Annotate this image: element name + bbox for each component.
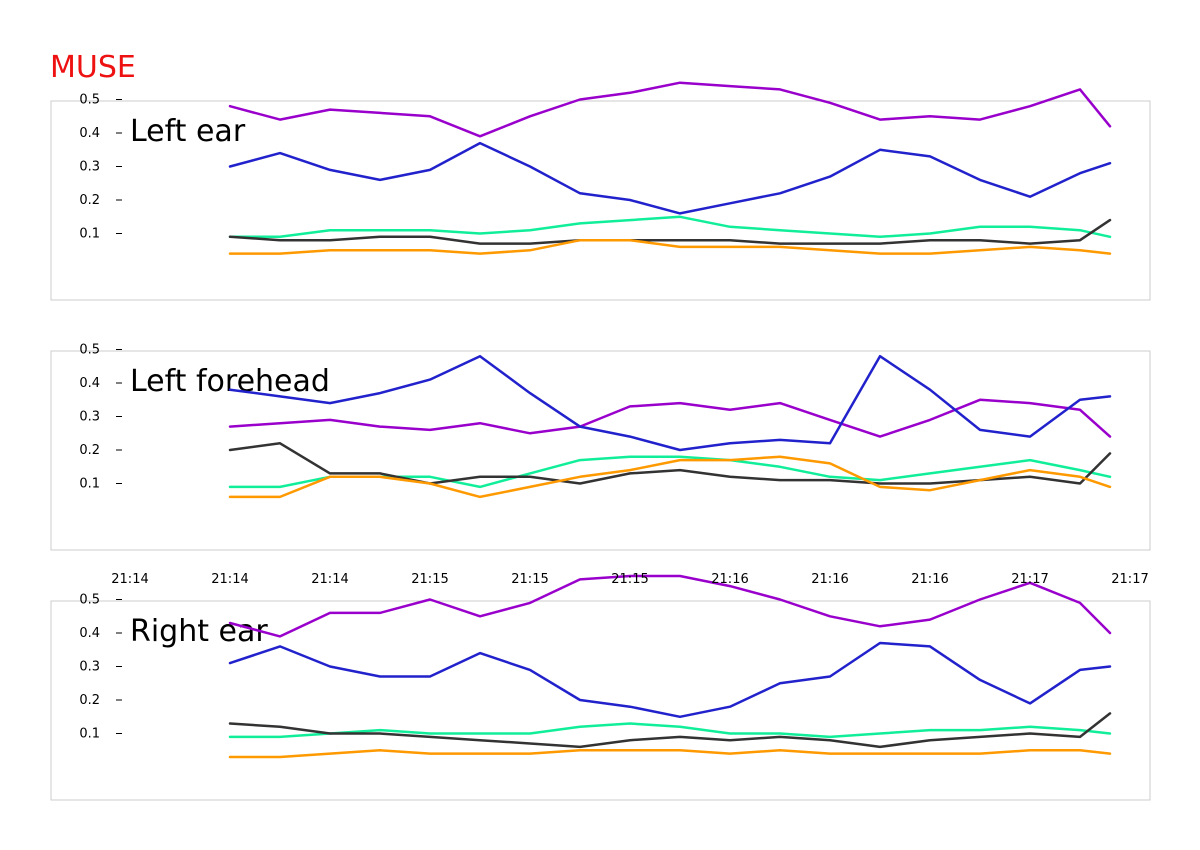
series-line-blue bbox=[228, 641, 1112, 719]
series-line-violet bbox=[228, 81, 1112, 138]
series-line-black bbox=[228, 218, 1112, 245]
panel-label: Right ear bbox=[130, 614, 268, 649]
y-tick-label: 0.4 bbox=[79, 376, 100, 391]
x-tick-label: 21:16 bbox=[911, 572, 948, 587]
y-tick-label: 0.5 bbox=[79, 93, 100, 108]
y-tick-label: 0.1 bbox=[79, 477, 100, 492]
plot-frame-2 bbox=[50, 350, 1151, 551]
x-tick-label: 21:16 bbox=[711, 572, 748, 587]
x-tick-label: 21:14 bbox=[211, 572, 248, 587]
series-line-orange bbox=[228, 455, 1112, 499]
panel-label: Left forehead bbox=[130, 364, 330, 399]
x-tick-label: 21:17 bbox=[1011, 572, 1048, 587]
y-tick-label: 0.2 bbox=[79, 193, 100, 208]
series-line-violet bbox=[228, 398, 1112, 438]
y-tick-label: 0.1 bbox=[79, 227, 100, 242]
series-line-blue bbox=[228, 141, 1112, 215]
x-tick-label: 21:15 bbox=[411, 572, 448, 587]
y-tick-label: 0.1 bbox=[79, 727, 100, 742]
y-tick-label: 0.3 bbox=[79, 410, 100, 425]
series-line-orange bbox=[228, 749, 1112, 759]
y-tick-label: 0.5 bbox=[79, 593, 100, 608]
page-title: MUSE bbox=[50, 50, 136, 85]
x-tick-label: 21:16 bbox=[811, 572, 848, 587]
x-tick-label: 21:15 bbox=[611, 572, 648, 587]
series-line-violet bbox=[228, 574, 1112, 638]
y-tick-label: 0.4 bbox=[79, 626, 100, 641]
x-tick-label: 21:17 bbox=[1111, 572, 1148, 587]
series-line-blue bbox=[228, 354, 1112, 452]
series-line-orange bbox=[228, 238, 1112, 255]
plot-frame-3 bbox=[50, 600, 1151, 801]
panel-label: Left ear bbox=[130, 114, 246, 149]
series-line-black bbox=[228, 712, 1112, 749]
y-tick-label: 0.4 bbox=[79, 126, 100, 141]
y-tick-label: 0.5 bbox=[79, 343, 100, 358]
y-tick-label: 0.2 bbox=[79, 693, 100, 708]
x-tick-label: 21:14 bbox=[111, 572, 148, 587]
y-tick-label: 0.3 bbox=[79, 160, 100, 175]
plot-frame-1 bbox=[50, 100, 1151, 301]
x-tick-label: 21:15 bbox=[511, 572, 548, 587]
y-tick-label: 0.2 bbox=[79, 443, 100, 458]
series-line-green bbox=[228, 215, 1112, 239]
y-tick-label: 0.3 bbox=[79, 660, 100, 675]
series-line-green bbox=[228, 722, 1112, 739]
x-tick-label: 21:14 bbox=[311, 572, 348, 587]
